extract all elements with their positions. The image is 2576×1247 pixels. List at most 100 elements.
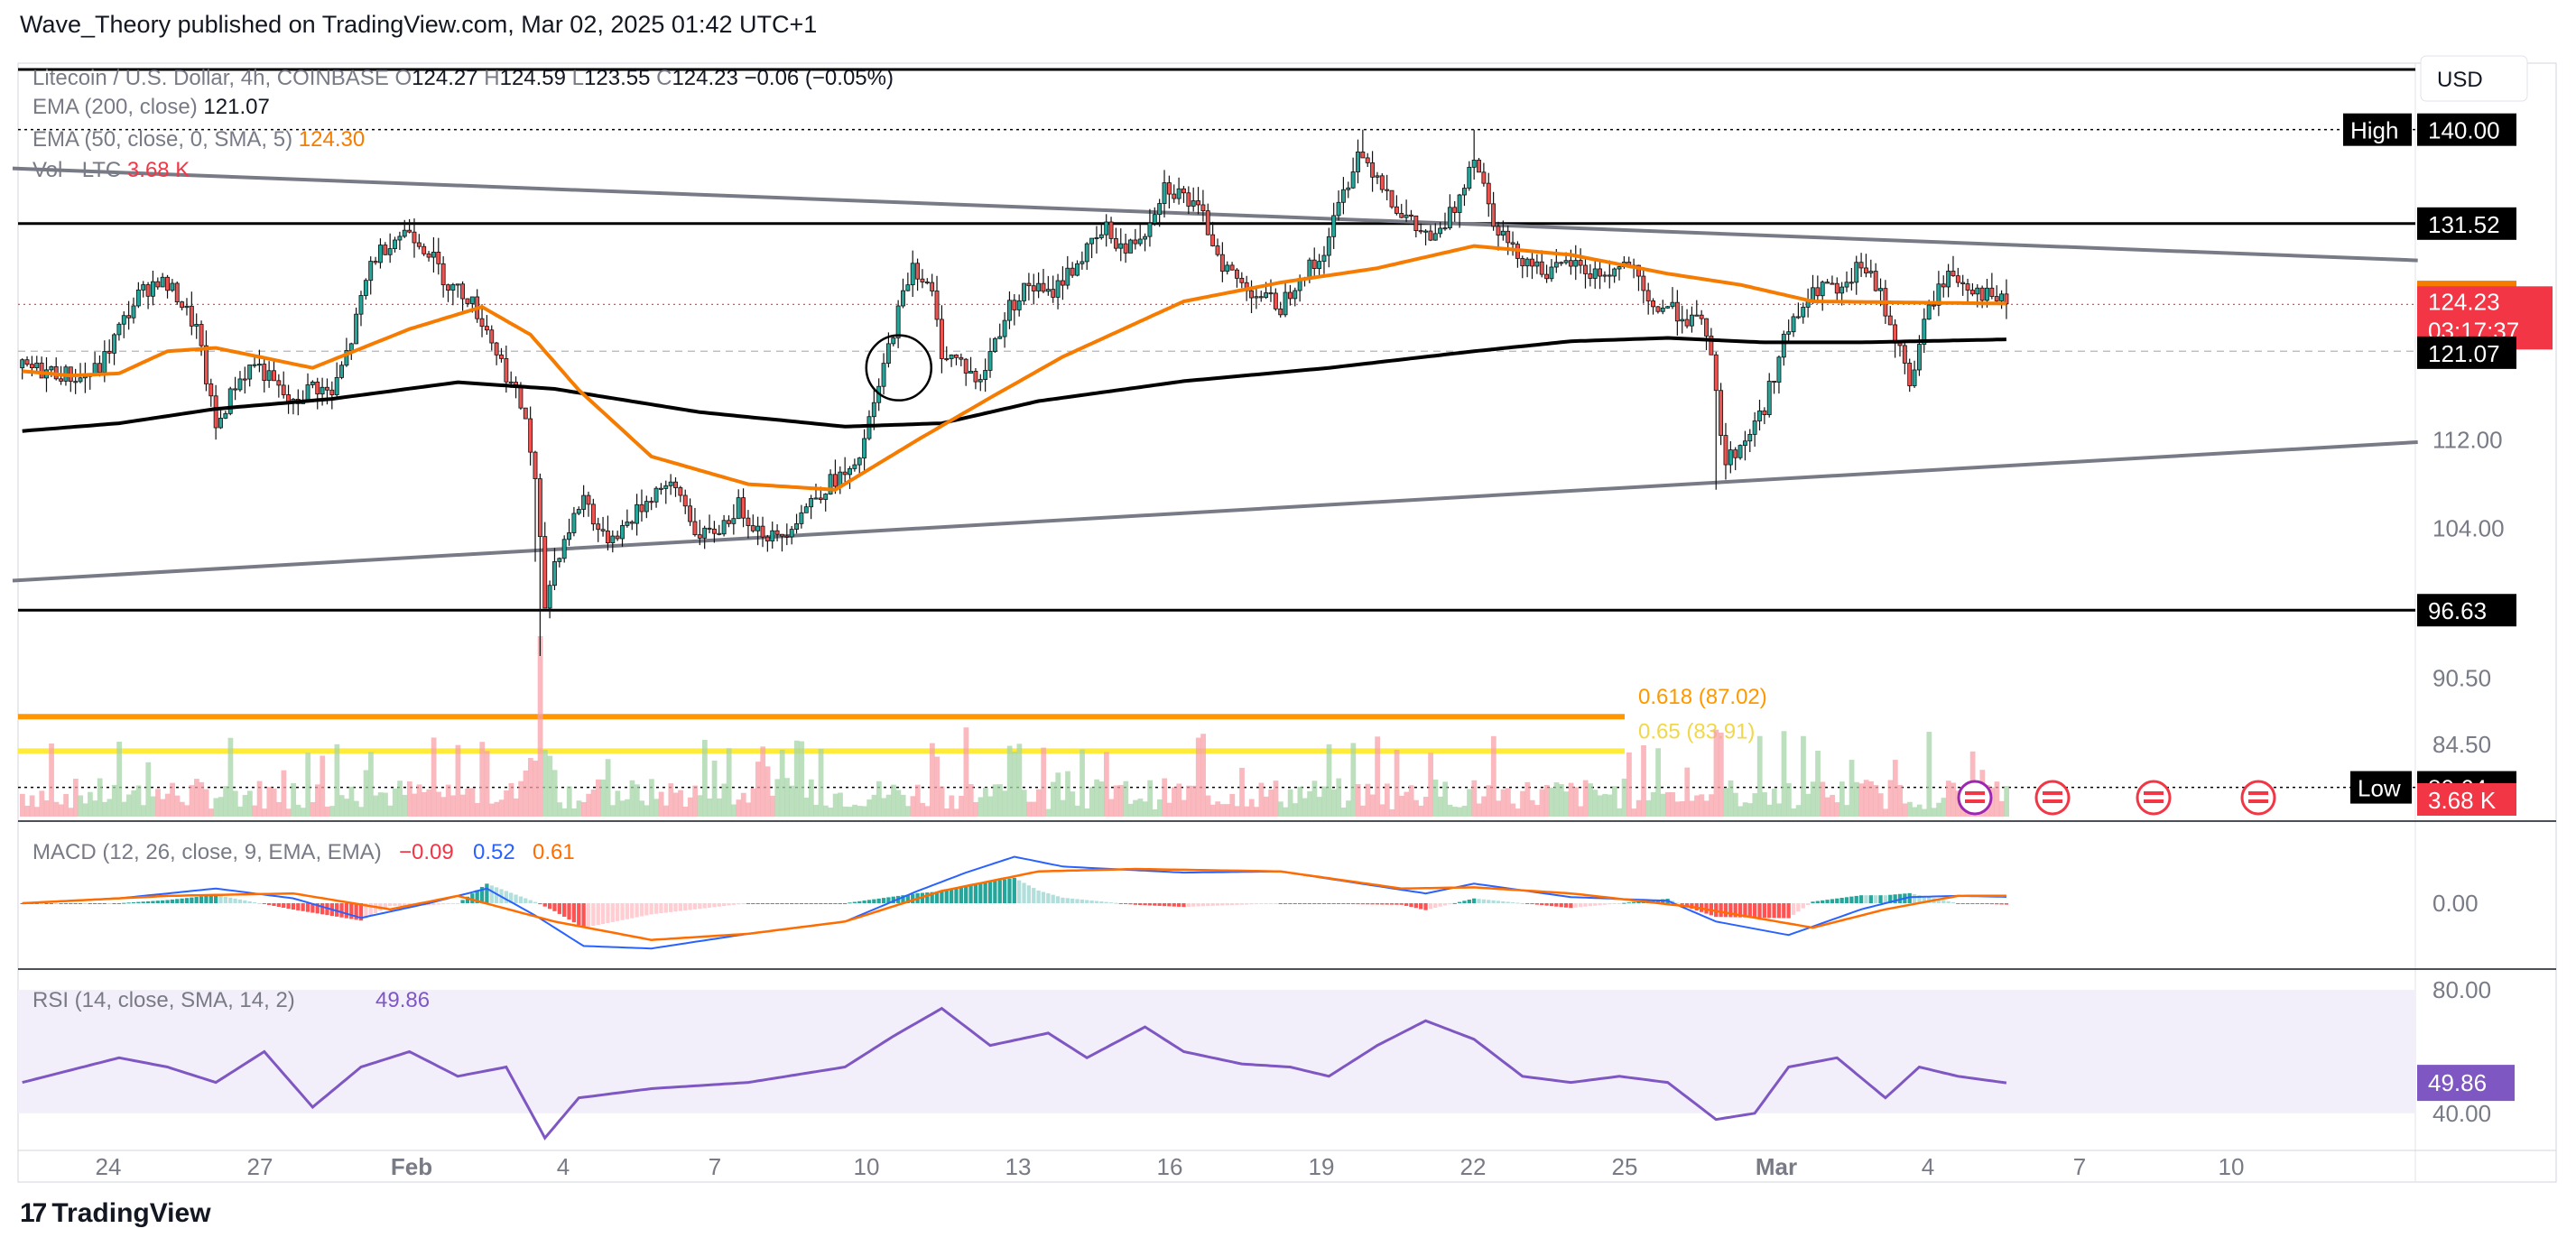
candle-body [1742, 440, 1747, 447]
macd-hist-bar [180, 898, 184, 903]
volume-bar [615, 790, 621, 817]
candle-body [1080, 261, 1085, 264]
volume-bar [295, 804, 301, 817]
candle-body [1036, 282, 1042, 291]
macd-hist-bar [504, 891, 508, 903]
macd-hist-bar [1956, 903, 1960, 904]
macd-hist-bar [698, 903, 702, 910]
volume-bar [982, 787, 988, 817]
candle-body [1370, 162, 1376, 178]
volume-bar [1225, 804, 1230, 817]
macd-hist-bar [866, 900, 872, 903]
volume-bar [285, 808, 292, 817]
volume-bar [125, 794, 132, 817]
volume-bar [793, 740, 800, 817]
candle-body [1757, 410, 1762, 421]
macd-hist-bar [1811, 901, 1815, 903]
volume-bar [697, 795, 703, 817]
volume-bar [498, 799, 505, 817]
volume-bar [1418, 805, 1424, 817]
candle-body [997, 336, 1003, 339]
volume-bar [1588, 783, 1593, 817]
volume-bar [779, 749, 785, 817]
volume-bar [1863, 780, 1869, 817]
candle-body [189, 305, 194, 327]
macd-hist-bar [1229, 903, 1235, 906]
macd-hist-bar [606, 903, 610, 923]
volume-bar [1486, 785, 1492, 817]
time-tick-label: 4 [1922, 1153, 1934, 1180]
candle-body [358, 295, 364, 315]
candle-body [1737, 445, 1743, 458]
volume-bar [92, 800, 98, 817]
candle-body [764, 536, 770, 541]
volume-bar [653, 799, 660, 817]
candle-body [1989, 287, 1995, 297]
candle-body [1181, 188, 1186, 194]
macd-hist-bar [1801, 903, 1805, 909]
candle-body [29, 364, 34, 369]
volume-bar [939, 786, 945, 817]
macd-hist-bar [1772, 903, 1776, 919]
candle-body [1075, 263, 1080, 276]
macd-hist-bar [653, 903, 659, 914]
macd-hist-bar [1099, 901, 1104, 903]
macd-hist-bar [243, 900, 247, 903]
candle-body [426, 253, 431, 258]
volume-bar [484, 751, 490, 817]
candle-body [203, 345, 208, 384]
volume-bar [1611, 786, 1617, 817]
candle-body [528, 418, 533, 453]
price-tick-label: 90.50 [2432, 665, 2491, 692]
candle-body [1249, 290, 1254, 299]
candle-body [348, 343, 354, 351]
currency-label: USD [2437, 68, 2483, 92]
candle-body [1752, 420, 1757, 435]
candle-body [180, 301, 185, 309]
volume-bar [1123, 781, 1129, 817]
volume-bar [770, 795, 775, 817]
candle-body [920, 278, 925, 282]
volume-bar [1931, 808, 1937, 817]
macd-hist-bar [843, 903, 848, 904]
macd-hist-bar [1108, 902, 1114, 904]
legend-ema200: EMA (200, close) 121.07 [32, 95, 270, 119]
candle-body [310, 381, 315, 385]
macd-hist-bar [1366, 903, 1370, 905]
macd-hist-bar [49, 903, 53, 904]
candle-body [571, 513, 577, 533]
volume-bar [576, 800, 582, 817]
macd-hist-bar [731, 903, 736, 905]
volume-bar [291, 782, 297, 817]
candle-body [968, 371, 973, 374]
volume-bar [1471, 780, 1478, 817]
volume-bar [1543, 784, 1550, 817]
macd-hist-bar [475, 890, 479, 903]
macd-hist-bar [291, 903, 296, 910]
macd-hist-bar [1061, 897, 1065, 903]
macd-hist-bar [1307, 903, 1312, 904]
legend-ema200-label: EMA (200, close) [32, 95, 203, 119]
candle-body [987, 351, 993, 371]
candle-body [184, 305, 190, 309]
candle-body [1916, 344, 1922, 371]
volume-bar [131, 790, 137, 817]
volume-bar [1321, 786, 1328, 817]
volume-bar [566, 786, 572, 817]
macd-hist-bar [1065, 898, 1070, 903]
macd-hist-bar [940, 891, 944, 903]
candle-body [1969, 290, 1975, 295]
legend-volume-label: Vol · LTC [32, 158, 127, 182]
volume-bar [1602, 793, 1608, 817]
candle-body [1428, 230, 1433, 241]
volume-bar [1709, 794, 1714, 817]
volume-bar [1635, 799, 1642, 817]
volume-bar [1684, 767, 1691, 817]
macd-hist-bar [204, 895, 208, 903]
tradingview-logo[interactable]: 17 TradingView [20, 1198, 211, 1229]
macd-hist-bar [790, 903, 794, 904]
price-tick-label: 104.00 [2432, 515, 2505, 542]
candle-body [895, 305, 901, 338]
candle-body [1553, 262, 1559, 268]
